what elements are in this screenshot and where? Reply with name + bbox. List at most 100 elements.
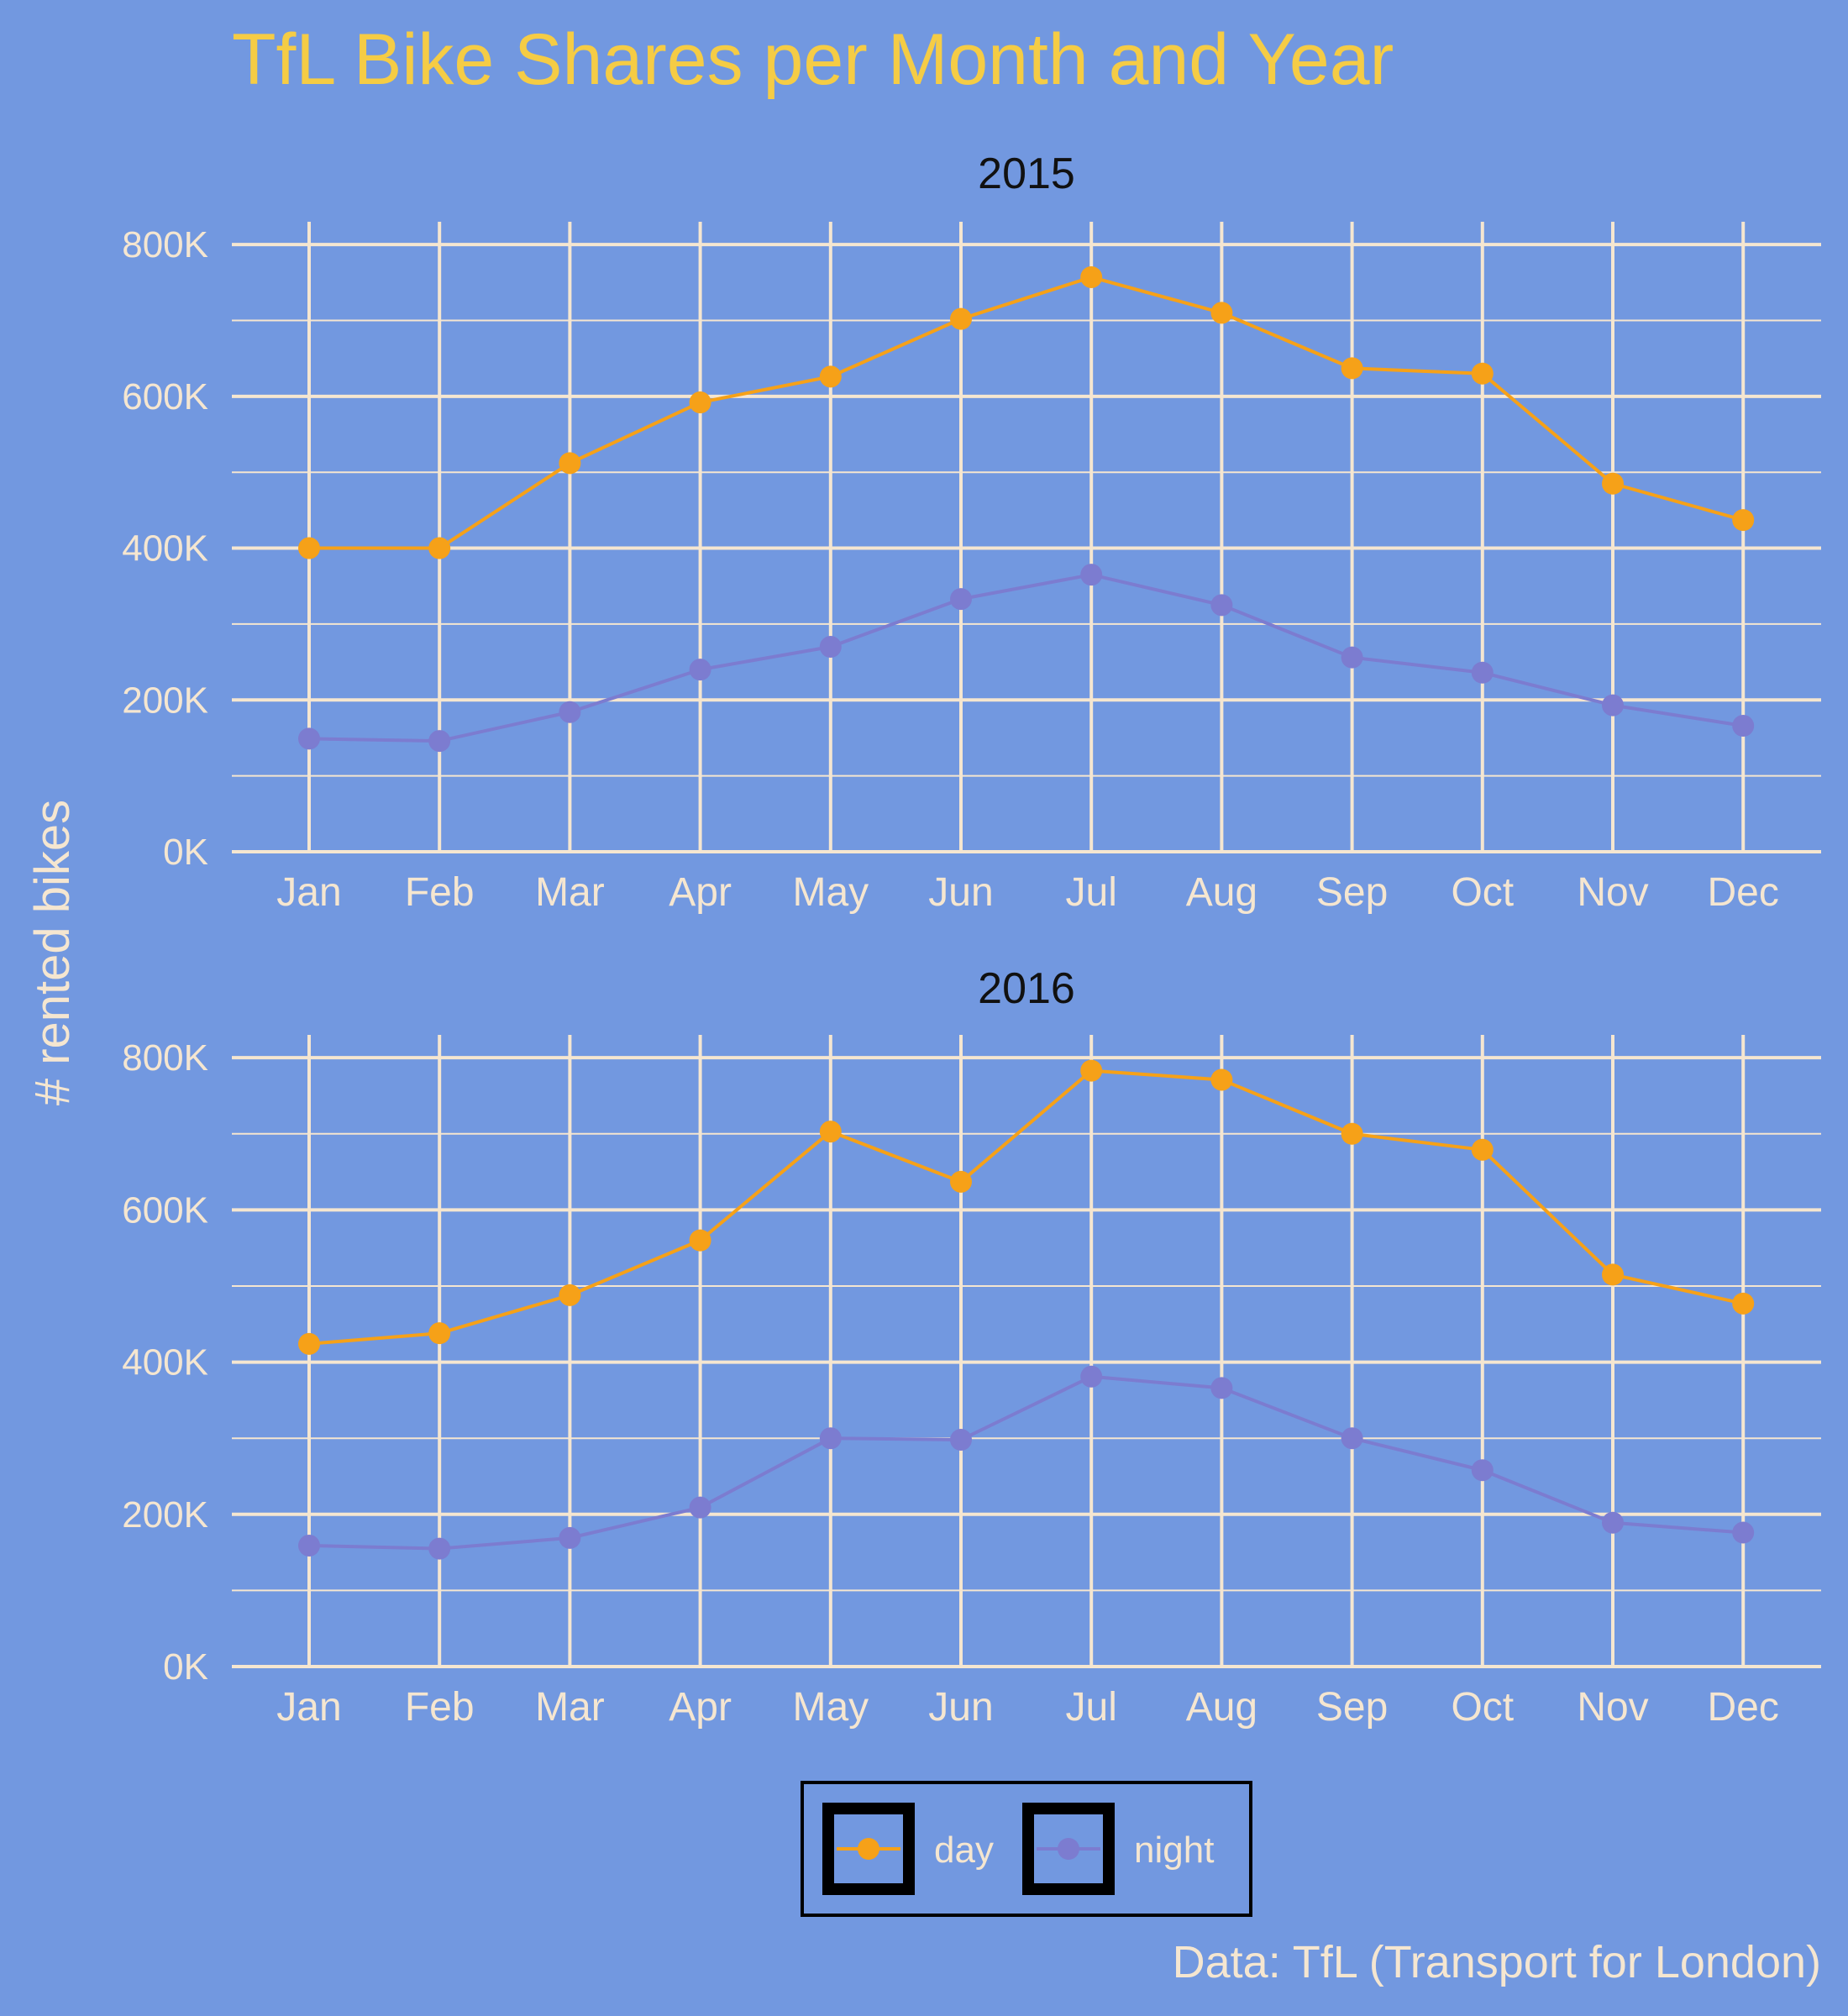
x-tick-label: Feb — [405, 1685, 475, 1730]
data-point-night-apr — [689, 1496, 711, 1519]
data-point-night-may — [819, 1427, 842, 1450]
x-tick-label: Jul — [1066, 870, 1117, 915]
data-point-day-apr — [689, 391, 711, 414]
legend-marker-night — [1058, 1838, 1079, 1860]
facet-panels: 2015 0K 200K 400K 600K 800K Jan Feb Mar Apr May Jun… — [122, 150, 1821, 1730]
data-point-night-jul — [1080, 564, 1103, 586]
data-point-night-sep — [1341, 646, 1363, 669]
data-point-night-sep — [1341, 1427, 1363, 1450]
x-tick-label: Dec — [1708, 870, 1779, 915]
data-point-day-may — [819, 1121, 842, 1143]
data-point-day-oct — [1471, 362, 1494, 385]
legend-item-day: day — [822, 1803, 994, 1895]
data-point-day-mar — [559, 1284, 581, 1306]
x-tick-label: May — [792, 870, 869, 915]
panel-title: 2015 — [978, 150, 1075, 198]
x-tick-label: Jan — [276, 870, 341, 915]
x-tick-label: Jun — [928, 1685, 993, 1730]
data-point-night-dec — [1732, 715, 1755, 737]
y-tick-label: 600K — [122, 376, 208, 417]
y-tick-label: 800K — [122, 224, 208, 265]
legend-key-day — [822, 1803, 915, 1895]
data-point-day-aug — [1210, 1068, 1233, 1091]
data-point-day-feb — [428, 1322, 451, 1345]
chart-title: TfL Bike Shares per Month and Year — [232, 19, 1394, 100]
data-point-night-nov — [1602, 694, 1624, 717]
data-point-day-jul — [1080, 265, 1103, 288]
data-point-day-jun — [950, 307, 972, 330]
y-tick-label: 800K — [122, 1037, 208, 1079]
legend-label-day: day — [934, 1830, 994, 1871]
x-tick-label: Apr — [669, 870, 732, 915]
y-tick-label: 200K — [122, 680, 208, 721]
x-tick-label: Mar — [535, 1685, 605, 1730]
data-point-night-mar — [559, 1526, 581, 1549]
data-point-night-jul — [1080, 1365, 1103, 1388]
data-point-night-mar — [559, 701, 581, 723]
x-tick-label: Aug — [1186, 870, 1257, 915]
data-point-night-jan — [298, 727, 320, 750]
data-point-day-jan — [298, 537, 320, 559]
data-point-night-dec — [1732, 1521, 1755, 1544]
x-tick-label: Sep — [1316, 1685, 1388, 1730]
data-point-night-apr — [689, 659, 711, 681]
series-line-night — [308, 573, 1744, 743]
x-tick-label: Oct — [1451, 1685, 1514, 1730]
y-tick-label: 0K — [163, 832, 208, 873]
data-point-day-mar — [559, 452, 581, 475]
data-point-day-aug — [1210, 302, 1233, 324]
y-tick-label: 200K — [122, 1494, 208, 1536]
x-tick-label: May — [792, 1685, 869, 1730]
chart-caption: Data: TfL (Transport for London) — [1173, 1937, 1821, 1987]
data-point-night-aug — [1210, 594, 1233, 617]
series-line-night — [308, 1374, 1744, 1551]
legend-label-night: night — [1134, 1830, 1214, 1871]
data-point-day-nov — [1602, 472, 1624, 495]
data-point-day-dec — [1732, 509, 1755, 532]
data-point-day-jan — [298, 1332, 320, 1355]
panel-2015: 2015 0K 200K 400K 600K 800K Jan Feb Mar Apr May Jun… — [122, 150, 1821, 915]
data-point-night-oct — [1471, 1459, 1494, 1482]
data-point-night-oct — [1471, 661, 1494, 684]
data-point-night-may — [819, 636, 842, 659]
x-tick-label: Sep — [1316, 870, 1388, 915]
y-axis-label: # rented bikes — [25, 800, 80, 1105]
data-point-day-apr — [689, 1229, 711, 1252]
legend-marker-day — [858, 1838, 879, 1860]
x-tick-label: Mar — [535, 870, 605, 915]
data-point-day-jul — [1080, 1059, 1103, 1082]
data-point-day-sep — [1341, 357, 1363, 380]
data-point-day-sep — [1341, 1122, 1363, 1145]
series-line-day — [308, 1068, 1744, 1346]
legend-box — [801, 1781, 1252, 1917]
legend-key-night — [1022, 1803, 1115, 1895]
data-point-day-nov — [1602, 1263, 1624, 1286]
data-point-night-jan — [298, 1534, 320, 1557]
series-line-day — [309, 275, 1744, 550]
x-tick-label: Nov — [1577, 870, 1648, 915]
data-point-night-jun — [950, 1429, 972, 1452]
x-tick-label: Apr — [669, 1685, 732, 1730]
data-point-day-dec — [1732, 1292, 1755, 1315]
data-point-day-jun — [950, 1170, 972, 1193]
x-tick-label: Jul — [1066, 1685, 1117, 1730]
y-tick-label: 400K — [122, 528, 208, 570]
data-point-night-feb — [428, 1537, 451, 1560]
data-point-day-oct — [1471, 1138, 1494, 1161]
y-tick-label: 600K — [122, 1189, 208, 1231]
data-point-night-nov — [1602, 1511, 1624, 1534]
y-tick-label: 0K — [163, 1646, 208, 1688]
x-tick-label: Dec — [1708, 1685, 1779, 1730]
legend: day night — [801, 1781, 1252, 1917]
panel-2016: 2016 0K 200K 400K 600K 800K Jan Feb Mar Apr May Jun… — [122, 964, 1821, 1730]
data-point-day-may — [819, 365, 842, 388]
x-tick-label: Aug — [1186, 1685, 1257, 1730]
panel-title: 2016 — [978, 964, 1075, 1013]
x-tick-label: Oct — [1451, 870, 1514, 915]
data-point-night-aug — [1210, 1377, 1233, 1399]
data-point-night-jun — [950, 588, 972, 611]
x-tick-label: Nov — [1577, 1685, 1648, 1730]
x-tick-label: Jun — [928, 870, 993, 915]
x-tick-label: Jan — [276, 1685, 341, 1730]
